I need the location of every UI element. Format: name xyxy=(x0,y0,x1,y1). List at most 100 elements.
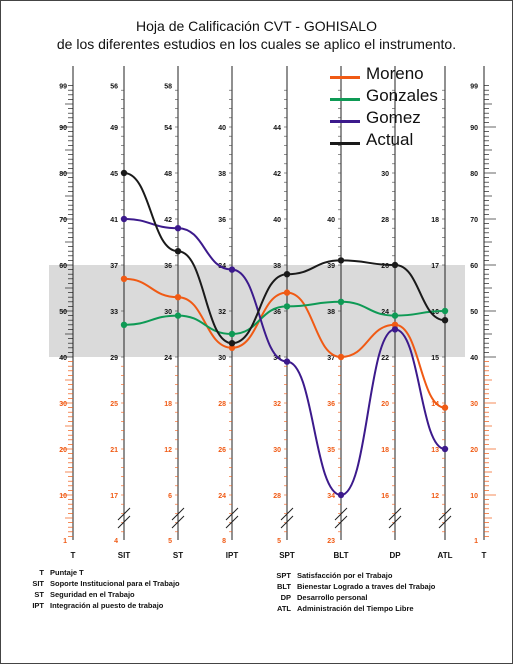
legend-label-moreno: Moreno xyxy=(366,64,424,83)
series-point-actual xyxy=(391,261,399,269)
series-point-gomez xyxy=(228,266,236,273)
scale-label: 40 xyxy=(59,355,67,362)
legend-swatch-moreno xyxy=(330,76,360,79)
scale-label: 5 xyxy=(277,538,281,545)
definition-text: Soporte Institucional para el Trabajo xyxy=(50,579,180,588)
scale-label: 32 xyxy=(218,309,226,316)
scale-label: 28 xyxy=(273,493,281,500)
series-point-gomez xyxy=(283,358,291,365)
scale-label: 34 xyxy=(273,355,281,362)
scale-label: 36 xyxy=(273,309,281,316)
definition-abbr: IPT xyxy=(32,601,44,610)
axis-label-atl: ATL xyxy=(438,551,453,560)
scale-label: 30 xyxy=(218,355,226,362)
scale-label: 33 xyxy=(110,309,118,316)
scale-label: 38 xyxy=(218,171,226,178)
scale-label: 90 xyxy=(470,125,478,132)
axis-label-blt: BLT xyxy=(334,551,349,560)
scale-label: 17 xyxy=(431,263,439,270)
chart-title: Hoja de Calificación CVT - GOHISALO xyxy=(136,18,377,34)
scale-label: 38 xyxy=(327,309,335,316)
definition-text: Seguridad en el Trabajo xyxy=(50,590,135,599)
series-line-gomez xyxy=(123,218,446,497)
definition-text: Bienestar Logrado a traves del Trabajo xyxy=(297,582,436,591)
definition-text: Desarrollo personal xyxy=(297,593,368,602)
scale-label: 4 xyxy=(114,538,118,545)
scale-label: 45 xyxy=(110,171,118,178)
scale-label: 50 xyxy=(59,309,67,316)
normal-band xyxy=(49,265,465,357)
legend: Moreno Gonzales Gomez Actual xyxy=(330,64,480,154)
scale-label: 26 xyxy=(218,447,226,454)
scale-label: 21 xyxy=(110,447,118,454)
legend-swatch-gonzales xyxy=(330,98,360,101)
axis-label-st: ST xyxy=(173,551,183,560)
scale-label: 99 xyxy=(59,84,67,91)
scale-label: 56 xyxy=(110,84,118,91)
definition-abbr: T xyxy=(39,568,44,577)
definition-abbr: BLT xyxy=(276,582,291,591)
definition-abbr: SPT xyxy=(276,571,291,580)
legend-label-gomez: Gomez xyxy=(366,108,421,127)
scale-label: 48 xyxy=(164,171,172,178)
series-point-gonzales xyxy=(391,312,399,319)
scale-label: 70 xyxy=(470,217,478,224)
scale-label: 18 xyxy=(164,401,172,408)
legend-item-moreno: Moreno xyxy=(330,64,480,88)
scale-label: 24 xyxy=(218,493,226,500)
legend-swatch-actual xyxy=(330,142,360,145)
series-point-moreno xyxy=(441,404,449,411)
legend-item-actual: Actual xyxy=(330,130,480,154)
scale-break-mark xyxy=(334,507,348,529)
scale-label: 70 xyxy=(59,217,67,224)
series-point-moreno xyxy=(120,275,128,282)
axis-label-dp: DP xyxy=(389,551,401,560)
scale-label: 26 xyxy=(381,263,389,270)
series-point-gonzales xyxy=(283,303,291,310)
legend-swatch-gomez xyxy=(330,120,360,123)
series-point-gomez xyxy=(337,491,345,499)
scale-label: 20 xyxy=(470,447,478,454)
scale-label: 39 xyxy=(327,263,335,270)
axis-label-sit: SIT xyxy=(118,551,131,560)
scale-label: 34 xyxy=(327,493,335,500)
series-point-moreno xyxy=(283,289,291,296)
scale-label: 36 xyxy=(164,263,172,270)
scale-label: 54 xyxy=(164,125,172,132)
scale-label: 30 xyxy=(164,309,172,316)
scale-label: 20 xyxy=(381,401,389,408)
scale-label: 80 xyxy=(59,171,67,178)
series-point-gomez xyxy=(391,326,399,333)
scale-label: 36 xyxy=(327,401,335,408)
scale-break-mark xyxy=(438,507,452,529)
series-point-moreno xyxy=(228,344,236,351)
scale-label: 60 xyxy=(59,263,67,270)
scale-label: 44 xyxy=(273,125,281,132)
scale-label: 35 xyxy=(327,447,335,454)
scale-label: 30 xyxy=(59,401,67,408)
series-point-actual xyxy=(441,317,449,324)
scale-label: 16 xyxy=(431,309,439,316)
scale-break-mark xyxy=(388,507,402,529)
scale-label: 10 xyxy=(470,493,478,500)
scale-label: 42 xyxy=(273,171,281,178)
definition-text: Satisfacción por el Trabajo xyxy=(297,571,393,580)
axis-label-t-right: T xyxy=(482,551,487,560)
scale-label: 40 xyxy=(327,217,335,224)
definition-abbr: ATL xyxy=(276,604,291,613)
scale-label: 38 xyxy=(273,263,281,270)
legend-label-actual: Actual xyxy=(366,130,414,149)
scale-label: 6 xyxy=(168,493,172,500)
definition-abbr: ST xyxy=(34,590,44,599)
scale-label: 50 xyxy=(470,309,478,316)
series-point-actual xyxy=(337,257,345,264)
scale-label: 30 xyxy=(273,447,281,454)
series-point-gonzales xyxy=(441,307,449,315)
series-point-actual xyxy=(228,340,236,347)
series-point-actual xyxy=(283,271,291,278)
scale-label: 13 xyxy=(431,447,439,454)
scale-label: 1 xyxy=(63,538,67,545)
definition-text: Puntaje T xyxy=(50,568,84,577)
legend-item-gonzales: Gonzales xyxy=(330,86,480,110)
